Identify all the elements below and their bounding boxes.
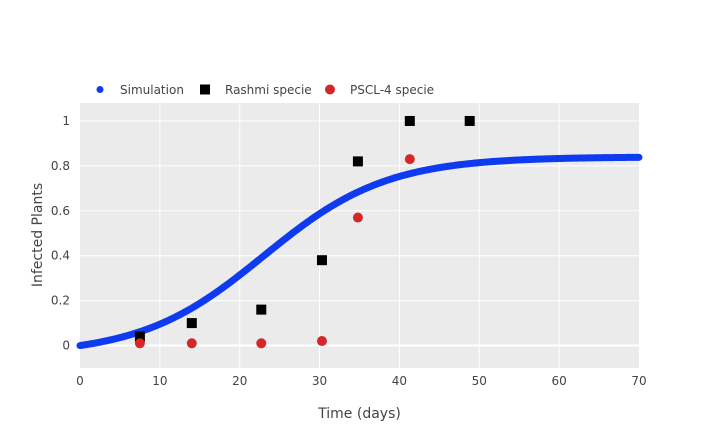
legend-background [82,77,432,102]
y-tick-label: 0.6 [51,204,70,218]
rashmi-point [256,304,267,315]
data-points [134,115,475,349]
y-tick-label: 1 [62,114,70,128]
pscl-point [134,338,145,349]
pscl-point [256,338,267,349]
pscl-point [404,154,415,165]
rashmi-point [464,115,475,126]
y-tick-label: 0.8 [51,159,70,173]
simulation-line [76,153,643,350]
rashmi-point [404,115,415,126]
y-tick-label: 0 [62,339,70,353]
plot-background [80,103,639,368]
x-tick-label: 60 [552,374,567,388]
rashmi-point [352,156,363,167]
x-tick-label: 50 [472,374,487,388]
x-tick-label: 40 [392,374,407,388]
x-tick-label: 20 [232,374,247,388]
legend-rashmi-marker [200,84,210,95]
x-tick-label: 0 [76,374,84,388]
y-axis-title: Infected Plants [30,183,46,287]
rashmi-point [134,331,145,342]
y-tick-label: 0.4 [51,249,70,263]
legend-pscl-label: PSCL-4 specie [350,83,434,97]
rashmi-point [316,255,327,266]
simulation-series [76,153,643,350]
pscl-point [186,338,197,349]
x-tick-label: 70 [631,374,646,388]
pscl-point [316,336,327,347]
x-tick-label: 10 [152,374,167,388]
x-axis-title: Time (days) [317,406,401,422]
y-axis-ticks: 0 0.2 0.4 0.6 0.8 1 [51,114,70,353]
x-axis-ticks: 0 10 20 30 40 50 60 70 [76,374,646,388]
legend-rashmi-label: Rashmi specie [225,83,312,97]
grid [80,103,639,368]
legend: Simulation Rashmi specie PSCL-4 specie [82,77,434,102]
x-tick-label: 30 [312,374,327,388]
legend-pscl-marker [325,84,335,95]
pscl-point [352,212,363,223]
y-tick-label: 0.2 [51,294,70,308]
rashmi-point [186,318,197,329]
legend-simulation-marker [96,86,104,93]
legend-simulation-label: Simulation [120,83,184,97]
